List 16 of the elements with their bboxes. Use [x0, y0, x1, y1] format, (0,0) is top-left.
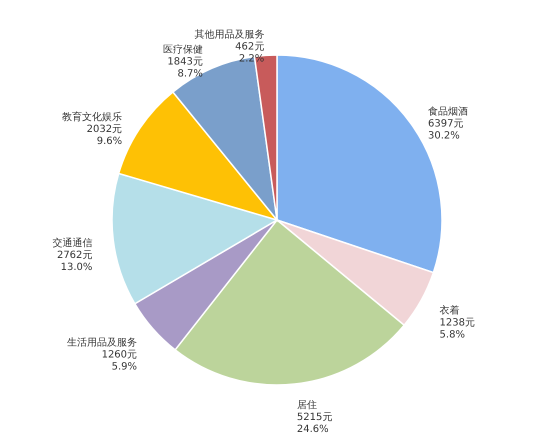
data-label: 1260元 5.9%	[102, 349, 138, 372]
data-label: 6397元 30.2%	[428, 118, 464, 142]
data-label: 1238元 5.8%	[440, 317, 475, 340]
data-label: 1843元 8.7%	[167, 56, 203, 80]
slice-label: 教育文化娱乐	[62, 110, 122, 123]
slice-label: 衣着	[440, 304, 460, 316]
data-label: 2032元 9.6%	[86, 124, 122, 147]
slice-label: 食品烟酒	[428, 105, 468, 118]
slice-label: 交通通信	[52, 236, 92, 249]
slice-label: 其他用品及服务	[194, 28, 264, 40]
data-label: 5215元 24.6%	[296, 412, 332, 435]
data-label: 462元 2.2%	[235, 41, 264, 64]
data-label: 2762元 13.0%	[56, 250, 92, 273]
slice-label: 医疗保健	[162, 43, 203, 56]
slice-label: 居住	[296, 400, 317, 411]
slice-label: 生活用品及服务	[67, 336, 138, 348]
